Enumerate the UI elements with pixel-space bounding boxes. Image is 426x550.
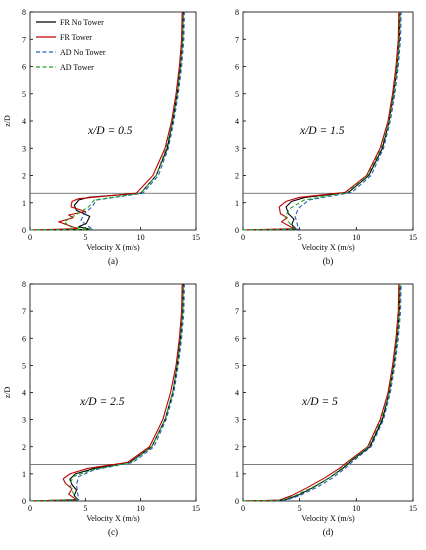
panel-annotation: x/D = 0.5 [87, 125, 133, 137]
y-tick-label: 8 [22, 8, 26, 17]
panel-annotation: x/D = 1.5 [299, 125, 345, 137]
series-line-ad-tower [242, 283, 401, 502]
series-line-ad-no-tower [242, 283, 402, 502]
panel-annotation: x/D = 5 [301, 396, 338, 408]
panel-caption: (b) [323, 256, 334, 266]
x-tick-label: 15 [409, 504, 417, 513]
y-tick-label: 3 [235, 144, 239, 153]
panel-a: 0 5 10 15 0 1 2 3 4 5 6 7 8 Velocity X (m/s) z/D FR No … [3, 8, 200, 266]
y-tick-label: 5 [235, 90, 239, 99]
y-tick-label: 4 [22, 389, 26, 398]
series-line-fr-tower [29, 283, 183, 502]
series-line-fr-tower [242, 11, 400, 231]
legend-entry: FR Tower [60, 33, 92, 42]
x-tick-label: 10 [137, 233, 145, 242]
y-tick-label: 6 [22, 63, 26, 72]
x-tick-label: 15 [192, 504, 200, 513]
y-tick-label: 7 [235, 307, 239, 316]
x-tick-label: 15 [192, 233, 200, 242]
y-tick-label: 2 [235, 172, 239, 181]
legend-entry: FR No Tower [60, 18, 104, 27]
panel-b: 0 5 10 15 0 1 2 3 4 5 6 7 8 Velocity X (m/s) x/D = 1.5… [235, 8, 417, 266]
y-tick-label: 0 [22, 497, 26, 506]
y-tick-label: 4 [235, 389, 239, 398]
panel-c: 0 5 10 15 0 1 2 3 4 5 6 7 8 Velocity X (m/s) z/D x/D = … [3, 280, 200, 537]
y-axis-label: z/D [3, 115, 12, 127]
series-line-fr-no-tower [29, 283, 184, 502]
panel-caption: (c) [108, 527, 118, 537]
y-tick-label: 6 [22, 334, 26, 343]
y-tick-label: 0 [235, 497, 239, 506]
series-line-fr-tower [29, 11, 183, 231]
y-tick-label: 5 [22, 361, 26, 370]
series-line-fr-no-tower [242, 283, 401, 502]
y-tick-label: 2 [22, 172, 26, 181]
y-tick-label: 7 [235, 35, 239, 44]
y-tick-label: 7 [22, 307, 26, 316]
panel-d: 0 5 10 15 0 1 2 3 4 5 6 7 8 Velocity X (m/s) x/D = 5 (d… [235, 280, 417, 537]
y-tick-label: 8 [22, 280, 26, 289]
y-tick-label: 0 [22, 226, 26, 235]
x-tick-label: 5 [83, 233, 87, 242]
x-tick-label: 5 [298, 233, 302, 242]
x-axis-label: Velocity X (m/s) [86, 243, 140, 252]
y-tick-label: 1 [22, 199, 26, 208]
y-tick-label: 6 [235, 334, 239, 343]
y-axis-label: z/D [3, 387, 12, 399]
y-tick-label: 6 [235, 63, 239, 72]
x-tick-label: 0 [28, 504, 32, 513]
y-tick-label: 1 [22, 470, 26, 479]
series-line-ad-tower [29, 11, 184, 231]
series-line-ad-no-tower [242, 11, 402, 231]
series-line-fr-no-tower [29, 11, 184, 231]
x-tick-label: 10 [352, 233, 360, 242]
y-tick-label: 2 [22, 443, 26, 452]
x-axis-label: Velocity X (m/s) [301, 514, 355, 523]
series-line-ad-tower [29, 283, 184, 502]
x-tick-label: 5 [83, 504, 87, 513]
y-tick-label: 8 [235, 280, 239, 289]
x-tick-label: 10 [137, 504, 145, 513]
panel-caption: (d) [323, 527, 334, 537]
y-tick-label: 8 [235, 8, 239, 17]
x-axis-label: Velocity X (m/s) [86, 514, 140, 523]
y-tick-label: 5 [235, 361, 239, 370]
y-tick-label: 2 [235, 443, 239, 452]
x-tick-label: 5 [298, 504, 302, 513]
y-tick-label: 4 [22, 117, 26, 126]
legend-entry: AD Tower [60, 63, 94, 72]
y-tick-label: 3 [235, 416, 239, 425]
y-tick-label: 3 [22, 144, 26, 153]
series-line-fr-tower [242, 283, 400, 502]
y-tick-label: 1 [235, 470, 239, 479]
panel-caption: (a) [108, 256, 118, 266]
y-tick-label: 4 [235, 117, 239, 126]
x-tick-label: 0 [241, 504, 245, 513]
y-tick-label: 5 [22, 90, 26, 99]
y-tick-label: 7 [22, 35, 26, 44]
x-tick-label: 15 [409, 233, 417, 242]
x-tick-label: 0 [28, 233, 32, 242]
series-line-ad-tower [242, 11, 401, 231]
y-tick-label: 0 [235, 226, 239, 235]
y-tick-label: 3 [22, 416, 26, 425]
legend-entry: AD No Tower [60, 48, 106, 57]
x-axis-label: Velocity X (m/s) [301, 243, 355, 252]
x-tick-label: 0 [241, 233, 245, 242]
series-line-ad-no-tower [29, 283, 185, 502]
y-tick-label: 1 [235, 199, 239, 208]
panel-annotation: x/D = 2.5 [79, 396, 125, 408]
x-tick-label: 10 [352, 504, 360, 513]
series-line-ad-no-tower [29, 11, 185, 231]
